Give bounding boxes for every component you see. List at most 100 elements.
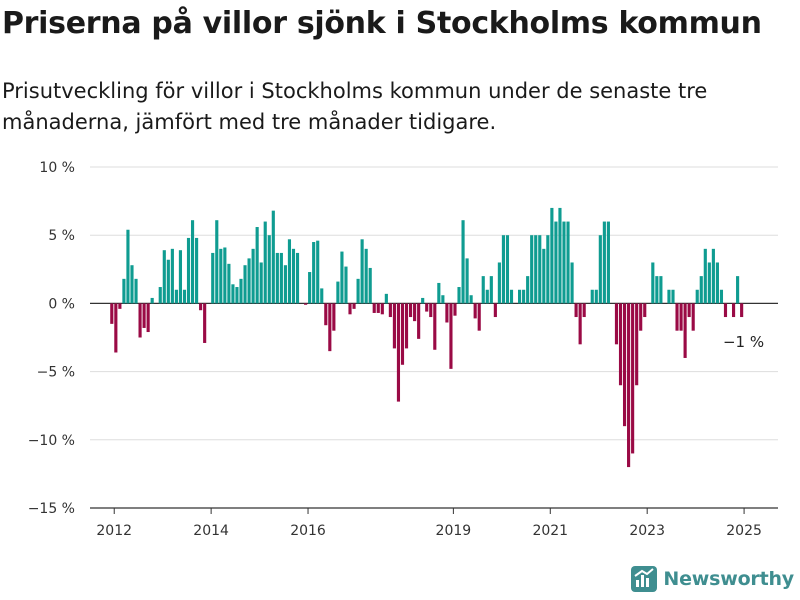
bar [461, 220, 465, 304]
y-tick-label: −10 % [28, 433, 75, 449]
x-tick-label: 2023 [629, 523, 665, 539]
bar [291, 248, 296, 304]
bar [659, 276, 663, 304]
bar [195, 237, 199, 304]
bar [316, 240, 320, 304]
bar [404, 303, 409, 349]
bar [239, 278, 243, 304]
bar [227, 263, 231, 304]
bar [651, 262, 655, 304]
bar [332, 303, 336, 331]
newsworthy-logo-icon [631, 566, 658, 592]
bar [170, 248, 174, 304]
brand-logo: Newsworthy [631, 566, 794, 592]
bar [723, 303, 728, 318]
bar [546, 235, 550, 304]
bar [679, 303, 683, 331]
bar [550, 207, 554, 304]
bar [409, 303, 413, 318]
bar [295, 252, 300, 304]
bar [215, 220, 219, 304]
bar [614, 303, 619, 345]
bar [320, 288, 324, 304]
bar [388, 303, 392, 318]
bar [178, 250, 183, 304]
bar [231, 284, 235, 304]
bar [308, 272, 312, 304]
bar [473, 303, 477, 319]
bar [166, 259, 170, 304]
bar [627, 303, 631, 468]
bar [542, 248, 546, 304]
bar [263, 221, 267, 304]
bar [150, 297, 154, 304]
x-tick-label: 2019 [436, 523, 472, 539]
y-tick-label: −5 % [37, 365, 75, 381]
bar [598, 235, 602, 304]
bar [538, 235, 542, 304]
bar [453, 303, 457, 316]
bar [251, 248, 255, 304]
bar [271, 210, 275, 304]
bar [731, 303, 736, 318]
bar [699, 276, 703, 304]
bar [380, 303, 384, 315]
bar [445, 303, 449, 323]
bar [142, 303, 146, 328]
bar [368, 267, 372, 304]
bar [477, 303, 481, 331]
bar [400, 303, 405, 365]
y-tick-label: −15 % [28, 501, 75, 517]
bar [190, 220, 195, 304]
bar [413, 303, 417, 322]
bar [622, 303, 627, 427]
bar [344, 266, 348, 304]
bar-series [110, 207, 744, 468]
last-value-label: −1 % [723, 333, 764, 351]
bar [558, 207, 562, 304]
bar [534, 235, 538, 304]
bar [162, 250, 166, 304]
bar [687, 303, 691, 318]
bar [247, 258, 251, 304]
bar [449, 303, 453, 369]
bar [493, 303, 497, 318]
bar [469, 295, 473, 304]
bar [259, 262, 263, 304]
bar [485, 289, 489, 304]
bar [255, 227, 259, 304]
bar [384, 293, 388, 304]
x-tick-label: 2021 [532, 523, 568, 539]
bar [590, 289, 594, 304]
bar [437, 282, 441, 304]
bar [122, 278, 126, 304]
bar [158, 287, 162, 304]
brand-name: Newsworthy [663, 568, 794, 590]
bar [518, 289, 522, 304]
bar [711, 248, 715, 304]
chart-title: Priserna på villor sjönk i Stockholms ko… [2, 6, 762, 41]
bar [740, 303, 744, 318]
bar [631, 303, 635, 454]
bar [421, 297, 425, 304]
bar [501, 235, 505, 304]
bar [396, 303, 401, 402]
bar [655, 276, 659, 304]
bar [126, 229, 130, 304]
bar [352, 303, 356, 309]
bar [199, 303, 203, 311]
bar [433, 303, 437, 350]
bar [578, 303, 582, 345]
bar [562, 221, 566, 304]
bar [328, 303, 332, 352]
bar [566, 221, 570, 304]
bar [574, 303, 578, 318]
bar [530, 235, 534, 304]
bar [570, 262, 574, 304]
bar [606, 221, 610, 304]
bar [223, 247, 227, 304]
bar [372, 303, 376, 313]
bar [522, 289, 526, 304]
bar [340, 251, 344, 304]
